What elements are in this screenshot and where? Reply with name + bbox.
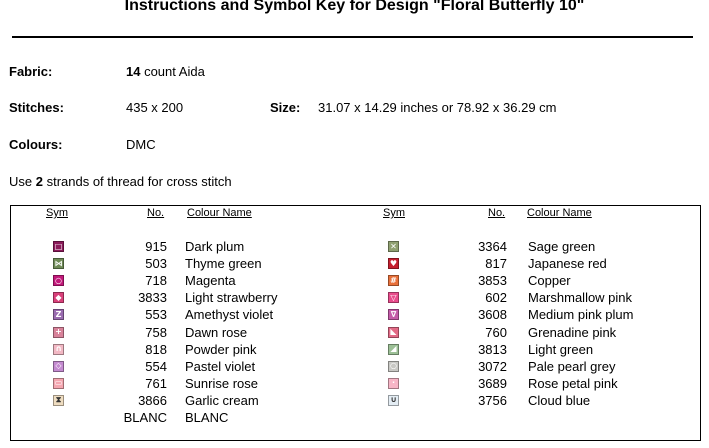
left-symbol-swatch: □ [53,241,64,252]
left-dmc-number: 3866 [138,392,167,408]
left-symbol-swatch: ◇ [53,360,64,372]
right-colour-name: Grenadine pink [528,324,617,340]
right-colour-name: Marshmallow pink [528,290,633,306]
right-dmc-number: 760 [485,324,507,340]
right-symbol-swatch: ✕ [388,241,399,252]
size-label: Size: [270,100,301,115]
right-dmc-number: 602 [485,290,507,306]
right-symbol-swatch: · [388,377,399,389]
left-colour-name: Light strawberry [185,290,278,306]
fabric-value: 14 count Aida [126,64,205,79]
fabric-label: Fabric: [9,64,53,79]
left-colour-name: Amethyst violet [185,307,274,323]
right-colour-name: Medium pink plum [528,307,634,323]
right-colour-name: Pale pearl grey [528,358,616,374]
right-dmc-number: 3813 [478,341,507,357]
left-name-header: Colour Name [187,207,252,219]
strand-count: 2 [35,174,43,189]
right-name-header: Colour Name [527,207,592,219]
left-colour-name: BLANC [185,410,229,425]
left-colour-name: Thyme green [185,256,262,272]
left-colour-name: Pastel violet [185,358,256,374]
right-symbol-swatch: ○ [388,360,399,372]
right-symbol-swatch: ♥ [388,258,399,270]
page-title: Instructions and Symbol Key for Design "… [124,0,585,14]
right-symbol-swatch: ◢ [388,343,399,355]
colours-label: Colours: [9,137,63,152]
left-dmc-number: 3833 [138,290,167,306]
left-symbol-swatch: + [53,326,64,338]
left-symbol-swatch: ○ [53,275,64,287]
left-symbol-swatch: ◆ [53,292,64,304]
left-dmc-number: BLANC [123,410,167,425]
title-divider [12,36,693,38]
left-sym-header: Sym [46,207,68,219]
right-dmc-number: 3756 [478,392,507,408]
symbol-key-box [10,205,701,441]
right-colour-name: Copper [528,273,571,289]
instruction-pre: Use [9,174,36,189]
left-dmc-number: 503 [145,256,167,272]
left-no-header: No. [147,207,165,219]
right-colour-name: Cloud blue [528,392,591,408]
size-value: 31.07 x 14.29 inches or 78.92 x 36.29 cm [318,100,557,115]
left-dmc-number: 915 [145,239,167,254]
right-colour-name: Rose petal pink [528,375,618,391]
fabric-count: 14 [126,64,141,79]
left-dmc-number: 553 [145,307,167,323]
stitches-value: 435 x 200 [126,100,184,115]
right-symbol-swatch: # [388,275,399,287]
left-symbol-swatch: ⋈ [53,258,64,270]
left-symbol-swatch: Z [53,309,64,321]
left-symbol-swatch: ▭ [53,377,64,389]
colours-value: DMC [126,137,156,152]
right-no-header: No. [488,207,506,219]
left-dmc-number: 818 [145,341,167,357]
right-colour-name: Sage green [528,239,596,254]
right-dmc-number: 3608 [478,307,507,323]
left-colour-name: Powder pink [185,341,257,357]
left-colour-name: Garlic cream [185,392,259,408]
right-symbol-swatch: ▽ [388,292,399,304]
right-dmc-number: 3364 [478,239,507,254]
stitches-label: Stitches: [9,100,64,115]
right-dmc-number: 3853 [478,273,507,289]
left-dmc-number: 554 [145,358,167,374]
left-symbol-swatch: ∩ [53,343,64,355]
right-colour-name: Japanese red [528,256,607,272]
left-colour-name: Magenta [185,273,236,289]
right-sym-header: Sym [383,207,405,219]
left-colour-name: Dawn rose [185,324,248,340]
right-dmc-number: 817 [485,256,507,272]
left-dmc-number: 761 [145,375,167,391]
left-dmc-number: 718 [145,273,167,289]
right-symbol-swatch: ∪ [388,394,399,406]
right-dmc-number: 3072 [478,358,507,374]
right-symbol-swatch: ∇ [388,309,399,321]
left-colour-name: Dark plum [185,239,245,254]
strand-instruction: Use 2 strands of thread for cross stitch [9,174,232,189]
left-symbol-swatch: ⧗ [53,394,64,406]
fabric-type: count Aida [140,64,205,79]
right-symbol-swatch: ◣ [388,326,399,338]
left-dmc-number: 758 [145,324,167,340]
instruction-post: strands of thread for cross stitch [42,174,232,189]
left-colour-name: Sunrise rose [185,375,258,391]
right-dmc-number: 3689 [478,375,507,391]
right-colour-name: Light green [528,341,594,357]
